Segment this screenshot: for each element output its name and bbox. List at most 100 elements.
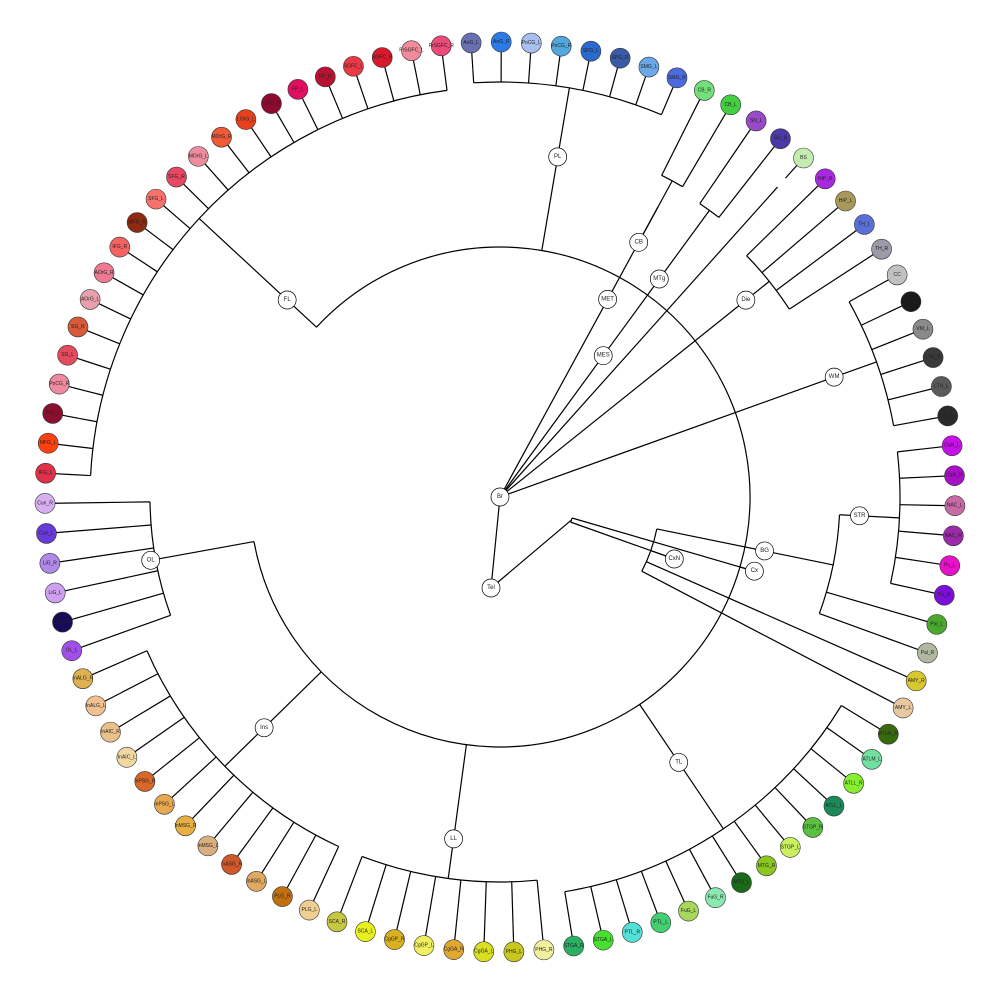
leaf-circle [154,793,175,815]
branch-FL-SG_R [102,336,120,345]
leaf-label: STGP_R [803,824,823,830]
leaf-circle [931,376,952,397]
leaf-circle [678,900,699,922]
internal-label: Ins [260,725,268,731]
leaf-node: LOrG_L [235,109,257,130]
internal-label: Br [497,494,503,500]
branch-LL-CgGA_R [455,879,462,923]
leaf-node: PHG_R [533,939,555,961]
leaf-circle [37,432,59,454]
leaf-node: STGP_L [779,837,801,858]
branch-FL-SG_L [93,363,111,370]
leaf-label: LOrG_R [262,101,281,107]
branch-FL-MOrG_R [237,158,250,174]
branch-LL-PHG_R [536,880,542,924]
leaf-circle [638,56,660,78]
branch-LL-CgGP_L [427,876,437,920]
leaf-node: MFG_R [126,212,148,233]
leaf-circle [823,795,845,817]
leaf-circle [44,582,66,604]
leaf-label: TH_R [875,246,888,252]
branch-Ins-InMSG_R [203,774,235,807]
branch-FL-LOrG_R [284,126,295,143]
branch-FL-MOrG_L [215,176,229,191]
branch-TL-ATLL_R [810,748,834,767]
leaf-node: MTG_L [731,872,752,893]
leaf-circle [580,40,602,62]
internal-node-TL: TL [669,753,689,772]
leaf-circle [886,264,908,286]
arc-CxN [641,528,658,572]
leaf-circle [814,168,836,190]
branch-Die-TH_L [775,240,844,291]
leaf-label: VM_L [916,326,929,332]
internal-node-Br: Br [490,487,510,507]
stem-Tel [490,519,572,589]
leaf-label: SMG_L [640,64,657,70]
leaf-label: CgGP_L [414,943,433,949]
leaf-label: CgGA_R [444,947,464,953]
leaf-circle [67,316,89,338]
leaf-node: InASG_R [221,854,243,875]
leaf-label: OL_L [66,648,78,654]
stem-TL [678,762,724,830]
branch-FL-PoCG_R [85,390,103,396]
leaf-label: OL_R [56,619,69,625]
leaf-circle [272,886,293,907]
leaf-circle [314,66,336,88]
internal-label: MES [597,353,610,359]
leaf-node: STGP_R [802,817,823,838]
branch-Ins-InASG_R [247,807,274,843]
leaf-circle [473,941,495,963]
leaf-circle [261,93,282,114]
leaf-circle [621,922,643,943]
leaf-circle [61,640,83,662]
leaf-label: SFG_L [148,196,164,202]
leaf-node: PTL_L [650,912,672,933]
leaf-node: InAIC_R [100,721,121,743]
leaf-node: AOrG_R [93,262,115,284]
leaf-label: CC [894,272,902,278]
leaf-node: SPG_L [580,40,602,62]
leaf-label: LTH_R [925,355,941,361]
branch-OL-Cun_R [72,501,151,504]
leaf-node: SMG_L [638,56,660,78]
leaf-node: IC_R [900,291,922,312]
leaf-node: PLG_L [298,899,320,921]
leaf-circle [550,35,572,57]
leaf-label: SCA_L [358,929,374,935]
leaf-node: FuG_L [678,900,699,922]
leaf-circle [861,749,883,770]
leaf-label: InPSG_R [134,778,156,784]
leaf-node: LTH_L [931,376,952,397]
branch-Die-HiP_L [761,218,826,274]
branch-TL-PTL_R [615,879,626,907]
internal-circle [481,578,501,598]
leaf-circle [443,939,465,960]
leaf-label: IC_L [942,413,953,419]
leaf-circle [745,110,767,132]
branch-FL-AOrG_R [127,285,144,296]
internal-node-CxN: CxN [664,549,684,569]
leaf-circle [892,697,914,719]
leaf-label: AOrG_L [81,296,100,302]
leaf-circle [79,289,101,310]
leaf-label: LOrG_L [237,117,255,123]
leaf-label: PrSGFC_R [429,43,455,49]
leaf-node: SFG_L [145,188,167,210]
branch-TL-PTL_L [640,870,652,898]
leaf-label: IFG_L [39,470,53,476]
branch-PL-AnG_L [472,69,475,83]
leaf-label: SMG_R [668,75,686,81]
internal-label: MTg [653,276,665,282]
leaf-node: IFG_L [35,462,56,484]
leaf-node: MOrG_L [188,146,209,167]
branch-STR-NAC_L [899,504,928,506]
leaf-circle [211,126,232,148]
leaf-node: STGA_R [563,935,584,957]
leaf-node: CgGP_R [384,929,405,950]
stem-MES [602,282,657,357]
leaf-label: AnG_L [463,40,479,46]
branch-TL-FuG_R [688,849,704,875]
leaf-circle [34,493,56,514]
